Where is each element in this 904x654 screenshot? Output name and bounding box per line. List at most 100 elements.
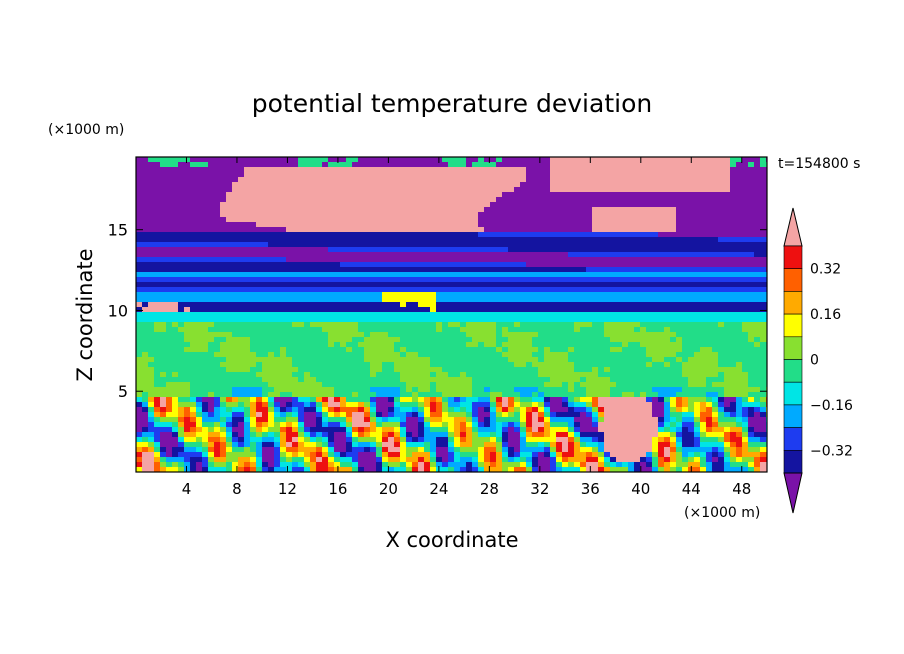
field-cell xyxy=(298,287,305,293)
field-cell xyxy=(190,282,197,288)
field-cell xyxy=(358,307,365,313)
field-cell xyxy=(436,237,443,243)
field-cell xyxy=(310,347,317,353)
field-cell xyxy=(538,157,545,163)
field-cell xyxy=(358,337,365,343)
field-cell xyxy=(538,247,545,253)
field-cell xyxy=(244,227,251,233)
field-cell xyxy=(406,357,413,363)
field-cell xyxy=(148,382,155,388)
field-cell xyxy=(484,287,491,293)
field-cell xyxy=(316,407,323,413)
field-cell xyxy=(430,237,437,243)
field-cell xyxy=(478,162,485,168)
field-cell xyxy=(400,247,407,253)
field-cell xyxy=(346,257,353,263)
field-cell xyxy=(292,427,299,433)
field-cell xyxy=(556,292,563,298)
field-cell xyxy=(304,207,311,213)
field-cell xyxy=(556,347,563,353)
field-cell xyxy=(208,377,215,383)
field-cell xyxy=(532,167,539,173)
field-cell xyxy=(460,357,467,363)
field-cell xyxy=(520,312,527,318)
field-cell xyxy=(208,157,215,163)
field-cell xyxy=(394,422,401,428)
field-cell xyxy=(466,442,473,448)
field-cell xyxy=(520,332,527,338)
field-cell xyxy=(358,242,365,248)
field-cell xyxy=(202,247,209,253)
field-cell xyxy=(328,267,335,273)
field-cell xyxy=(502,297,509,303)
field-cell xyxy=(262,317,269,323)
field-cell xyxy=(472,217,479,223)
field-cell xyxy=(322,207,329,213)
field-cell xyxy=(280,442,287,448)
field-cell xyxy=(514,372,521,378)
field-cell xyxy=(502,257,509,263)
field-cell xyxy=(238,302,245,308)
field-cell xyxy=(298,392,305,398)
field-cell xyxy=(220,392,227,398)
field-cell xyxy=(370,342,377,348)
field-cell xyxy=(604,272,611,278)
field-cell xyxy=(586,232,593,238)
field-cell xyxy=(226,417,233,423)
field-cell xyxy=(364,462,371,468)
field-cell xyxy=(358,227,365,233)
field-cell xyxy=(460,322,467,328)
field-cell xyxy=(418,197,425,203)
field-cell xyxy=(376,322,383,328)
field-cell xyxy=(328,292,335,298)
field-cell xyxy=(154,207,161,213)
field-cell xyxy=(472,447,479,453)
field-cell xyxy=(208,202,215,208)
field-cell xyxy=(196,202,203,208)
field-cell xyxy=(190,382,197,388)
field-cell xyxy=(586,327,593,333)
field-cell xyxy=(604,447,611,453)
field-cell xyxy=(262,322,269,328)
field-cell xyxy=(478,247,485,253)
field-cell xyxy=(472,162,479,168)
field-cell xyxy=(478,202,485,208)
field-cell xyxy=(268,202,275,208)
field-cell xyxy=(268,177,275,183)
field-cell xyxy=(382,327,389,333)
field-cell xyxy=(400,267,407,273)
field-cell xyxy=(304,172,311,178)
field-cell xyxy=(472,272,479,278)
field-cell xyxy=(286,197,293,203)
field-cell xyxy=(562,372,569,378)
field-cell xyxy=(436,392,443,398)
field-cell xyxy=(328,452,335,458)
field-cell xyxy=(406,282,413,288)
field-cell xyxy=(562,407,569,413)
field-cell xyxy=(526,347,533,353)
field-cell xyxy=(328,432,335,438)
field-cell xyxy=(406,232,413,238)
field-cell xyxy=(508,402,515,408)
field-cell xyxy=(154,187,161,193)
field-cell xyxy=(256,202,263,208)
field-cell xyxy=(400,207,407,213)
field-cell xyxy=(586,207,593,213)
field-cell xyxy=(586,342,593,348)
field-cell xyxy=(466,392,473,398)
field-cell xyxy=(604,157,611,163)
field-cell xyxy=(412,462,419,468)
field-cell xyxy=(436,357,443,363)
field-cell xyxy=(406,427,413,433)
field-cell xyxy=(160,422,167,428)
field-cell xyxy=(328,282,335,288)
field-cell xyxy=(460,377,467,383)
field-cell xyxy=(466,227,473,233)
field-cell xyxy=(490,392,497,398)
field-cell xyxy=(184,367,191,373)
field-cell xyxy=(538,182,545,188)
field-cell xyxy=(316,272,323,278)
field-cell xyxy=(382,347,389,353)
field-cell xyxy=(250,282,257,288)
field-cell xyxy=(208,292,215,298)
